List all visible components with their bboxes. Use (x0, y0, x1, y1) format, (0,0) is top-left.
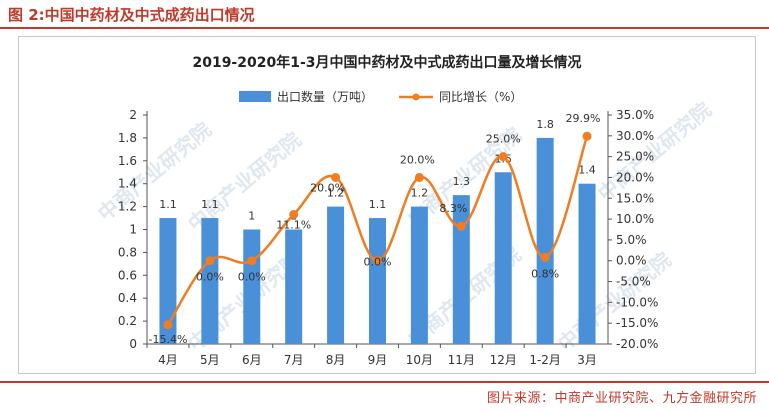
line-point (582, 131, 592, 141)
bar (494, 172, 512, 344)
right-tick-label: -10.0% (616, 295, 658, 309)
line-point (414, 172, 424, 182)
bar (159, 218, 177, 344)
right-tick-label: 5.0% (616, 233, 647, 247)
x-tick-label: 12月 (490, 353, 517, 367)
watermark-text: 中商产业研究院 (593, 97, 716, 205)
x-tick-label: 11月 (448, 353, 475, 367)
left-tick-label: 0.6 (118, 268, 137, 282)
x-tick-label: 8月 (326, 353, 346, 367)
line-point (247, 256, 257, 266)
bar (452, 195, 470, 344)
legend-label-bar: 出口数量（万吨） (277, 89, 373, 104)
figure-heading: 图 2:中国中药材及中式成药出口情况 (8, 6, 255, 24)
line-data-label: 29.9% (566, 112, 601, 125)
line-point (456, 221, 466, 231)
x-tick-label: 1-2月 (529, 353, 561, 367)
right-tick-label: 10.0% (616, 212, 654, 226)
line-point (205, 256, 215, 266)
left-tick-label: 0.4 (118, 291, 137, 305)
left-tick-label: 1.2 (118, 200, 137, 214)
line-data-label: 0.0% (238, 271, 266, 284)
line-data-label: 11.1% (276, 219, 311, 232)
x-tick-label: 5月 (200, 353, 220, 367)
line-point (331, 172, 341, 182)
right-tick-label: 20.0% (616, 170, 654, 184)
bar-data-label: 1 (248, 210, 255, 223)
line-data-label: -15.4% (148, 333, 187, 346)
line-data-label: 25.0% (486, 133, 521, 146)
line-data-label: 0.8% (531, 267, 559, 280)
line-point (163, 320, 173, 330)
chart-title: 2019-2020年1-3月中国中药材及中式成药出口量及增长情况 (192, 54, 581, 71)
x-tick-label: 3月 (577, 353, 597, 367)
left-tick-label: 1.4 (118, 177, 137, 191)
line-point (540, 252, 550, 262)
line-point (289, 210, 299, 220)
chart-frame: 中商产业研究院中商产业研究院中商产业研究院中商产业研究院中商产业研究院中商产业研… (18, 36, 756, 374)
source-note: 图片来源：中商产业研究院、九方金融研究所 (486, 391, 757, 406)
x-tick-label: 6月 (242, 353, 262, 367)
bar (327, 206, 345, 344)
left-tick-label: 1 (129, 223, 137, 237)
bar (243, 229, 261, 344)
bar (369, 218, 386, 344)
legend-label-line: 同比增长（%） (439, 90, 522, 104)
right-tick-label: 30.0% (616, 129, 654, 143)
line-data-label: 0.0% (196, 271, 224, 284)
bar (578, 183, 596, 344)
left-tick-label: 2 (129, 108, 137, 122)
bar (285, 229, 303, 344)
heading-rule (0, 27, 769, 29)
footer-rule (0, 381, 769, 383)
bar-data-label: 1.3 (453, 175, 471, 188)
line-point (373, 256, 382, 266)
x-tick-label: 7月 (284, 353, 304, 367)
bar-data-label: 1.2 (327, 187, 345, 200)
bar-data-label: 1.2 (411, 187, 429, 200)
x-tick-label: 4月 (158, 353, 178, 367)
line-data-label: 0.0% (364, 256, 392, 269)
bar-data-label: 1.1 (159, 198, 177, 211)
x-tick-label: 10月 (406, 353, 433, 367)
bar (410, 206, 428, 344)
bar-data-label: 1.1 (201, 198, 219, 211)
chart-svg: 中商产业研究院中商产业研究院中商产业研究院中商产业研究院中商产业研究院中商产业研… (93, 54, 716, 367)
line-point (498, 152, 508, 162)
legend-marker-line (412, 93, 420, 101)
left-tick-label: 0 (129, 337, 137, 351)
bar (536, 137, 554, 344)
bar-data-label: 1.1 (369, 198, 387, 211)
right-tick-label: 15.0% (616, 191, 654, 205)
right-tick-label: -5.0% (616, 275, 651, 289)
right-tick-label: 0.0% (616, 254, 647, 268)
right-tick-label: 35.0% (616, 108, 654, 122)
legend-swatch-bar (239, 91, 271, 102)
left-tick-label: 1.8 (118, 131, 137, 145)
line-data-label: 20.0% (310, 181, 345, 194)
left-tick-label: 0.2 (118, 314, 137, 328)
bar (201, 218, 219, 344)
left-tick-label: 1.6 (118, 154, 137, 168)
left-tick-label: 0.8 (118, 245, 137, 259)
line-data-label: 8.3% (439, 202, 467, 215)
x-tick-label: 9月 (368, 353, 388, 367)
right-tick-label: -15.0% (616, 316, 658, 330)
right-tick-label: 25.0% (616, 150, 654, 164)
bar-data-label: 1.8 (536, 118, 554, 131)
right-tick-label: -20.0% (616, 337, 658, 351)
bar-data-label: 1.4 (578, 164, 596, 177)
line-data-label: 20.0% (400, 153, 435, 166)
